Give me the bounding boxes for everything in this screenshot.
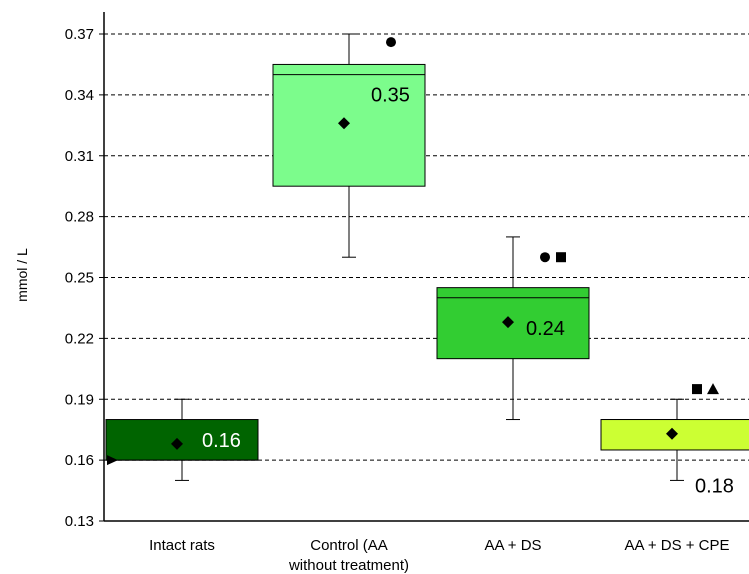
category-label: AA + DS <box>484 537 541 554</box>
boxes: 0.16 0.35 0.24 0.18 <box>105 33 749 497</box>
marker-square <box>556 252 566 263</box>
data-label: 0.18 <box>695 475 734 497</box>
y-axis-label: mmol / L <box>14 248 30 302</box>
y-tick-label: 0.34 <box>65 87 94 104</box>
box-group: 0.35 <box>272 33 426 258</box>
y-tick-label: 0.13 <box>65 513 94 530</box>
outlier-circle <box>540 252 550 263</box>
axis-triangle-marker <box>107 455 118 466</box>
y-tick-labels: 0.13 0.16 0.19 0.22 0.25 0.28 0.31 0.34 0.37 <box>65 26 94 530</box>
box-group: 0.24 <box>436 236 590 421</box>
y-tick-label: 0.25 <box>65 270 94 287</box>
marker-square <box>692 384 702 395</box>
box-group: 0.18 <box>600 383 749 497</box>
y-tick-label: 0.22 <box>65 330 94 347</box>
data-label: 0.35 <box>371 85 410 107</box>
outlier-circle <box>386 37 396 48</box>
y-tick-label: 0.37 <box>65 26 94 43</box>
mean-marker <box>502 316 514 329</box>
data-label: 0.24 <box>526 318 565 340</box>
y-tick-label: 0.19 <box>65 391 94 408</box>
mean-marker <box>338 117 350 130</box>
y-tick-label: 0.16 <box>65 452 94 469</box>
gridlines <box>104 33 749 461</box>
axes <box>99 12 749 522</box>
category-label: without treatment) <box>288 557 409 574</box>
box-group: 0.16 <box>105 398 259 481</box>
mean-marker <box>171 437 183 450</box>
y-tick-label: 0.31 <box>65 148 94 165</box>
category-labels: Intact rats Control (AA without treatment)… <box>149 537 729 574</box>
data-label: 0.16 <box>202 430 241 452</box>
mean-marker <box>666 427 678 440</box>
y-tick-label: 0.28 <box>65 209 94 226</box>
category-label: Control (AA <box>310 537 388 554</box>
box <box>436 287 590 360</box>
category-label: Intact rats <box>149 537 215 554</box>
box <box>272 63 426 187</box>
category-label: AA + DS + CPE <box>624 537 729 554</box>
marker-triangle <box>707 383 719 395</box>
